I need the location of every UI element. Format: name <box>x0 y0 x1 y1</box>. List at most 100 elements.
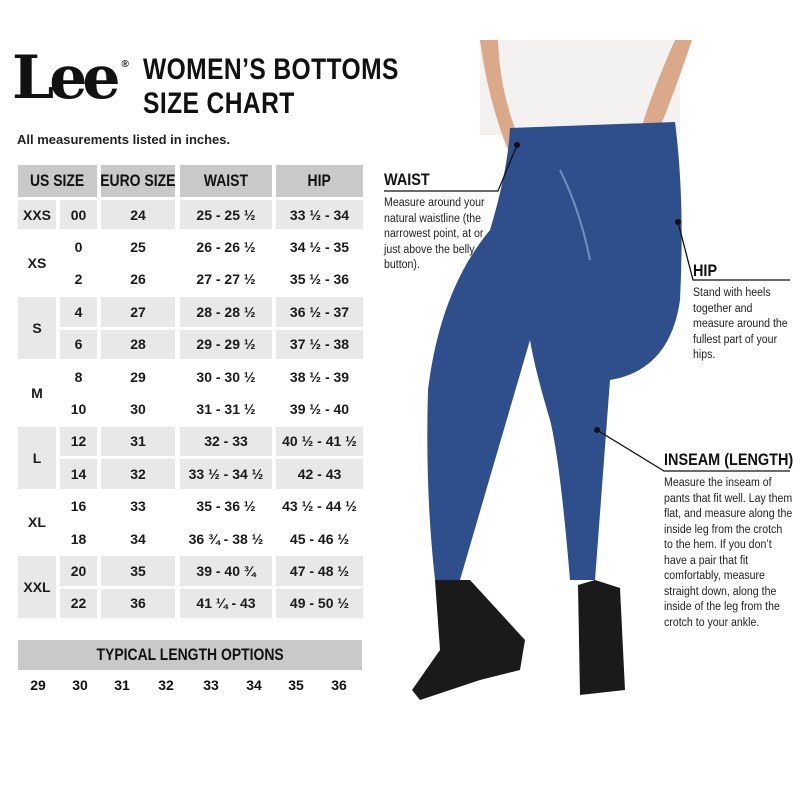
hip-cell: 39 ½ - 40 <box>289 401 350 418</box>
hip-cell: 40 ½ - 41 ½ <box>276 426 363 457</box>
us-size-cell: 00 <box>60 200 97 230</box>
hip-cell: 37 ½ - 38 <box>276 329 363 359</box>
euro-size-cell: 30 <box>130 401 146 418</box>
size-group-label: XL <box>28 514 46 531</box>
waist-cell: 28 - 28 ½ <box>180 297 272 327</box>
size-group-label: XXL <box>18 556 56 619</box>
waist-cell: 26 - 26 ½ <box>196 239 256 256</box>
waist-cell: 35 - 36 ½ <box>196 498 256 515</box>
length-options-header: TYPICAL LENGTH OPTIONS <box>18 640 362 670</box>
euro-size-cell: 35 <box>101 556 175 586</box>
size-group-label: S <box>18 297 56 359</box>
us-size-cell: 14 <box>60 459 97 489</box>
size-group-label: XXS <box>18 200 56 230</box>
waist-annotation-text: Measure around your natural waistline (t… <box>384 197 485 271</box>
inseam-pointer-dot <box>594 427 600 433</box>
hip-cell: 42 - 43 <box>276 459 363 489</box>
left-boot <box>412 580 525 700</box>
lee-logo: Lee <box>12 43 121 113</box>
size-group-label: L <box>18 426 56 489</box>
waist-cell: 32 - 33 <box>180 426 272 457</box>
column-header-label: HIP <box>307 171 332 190</box>
hip-cell: 47 - 48 ½ <box>276 556 363 586</box>
us-size-cell: 0 <box>74 239 83 256</box>
waist-cell: 25 - 25 ½ <box>180 200 272 230</box>
euro-size-cell: 36 <box>101 588 175 619</box>
column-header: WAIST <box>180 165 272 197</box>
us-size-cell: 4 <box>60 297 97 327</box>
hip-cell: 49 - 50 ½ <box>276 588 363 619</box>
length-option: 34 <box>246 677 262 693</box>
waist-cell: 41 ¼ - 43 <box>180 588 272 619</box>
size-group-label: XS <box>27 255 47 272</box>
column-header-label: EURO SIZE <box>100 171 176 190</box>
hip-pointer-dot <box>675 219 681 225</box>
length-option: 33 <box>203 677 219 693</box>
page-title-line1: WOMEN’S BOTTOMS <box>143 53 399 86</box>
length-option: 31 <box>114 677 130 693</box>
waist-cell: 29 - 29 ½ <box>180 329 272 359</box>
hip-cell: 38 ½ - 39 <box>289 368 350 385</box>
right-boot <box>578 580 625 695</box>
column-header: EURO SIZE <box>100 165 176 197</box>
registered-mark: ® <box>121 59 129 70</box>
euro-size-cell: 29 <box>130 368 146 385</box>
us-size-cell: 12 <box>60 426 97 457</box>
euro-size-cell: 31 <box>101 426 175 457</box>
length-option: 30 <box>72 677 88 693</box>
waist-cell: 33 ½ - 34 ½ <box>180 459 272 489</box>
hip-annotation-title: HIP <box>693 261 718 280</box>
waist-cell: 39 - 40 ¾ <box>180 556 272 586</box>
hip-cell: 34 ½ - 35 <box>289 239 350 256</box>
length-option: 35 <box>288 677 304 693</box>
hip-pointer-line <box>677 221 790 281</box>
column-header: US SIZE <box>18 165 97 197</box>
model-jeans-illustration <box>384 40 790 700</box>
units-note: All measurements listed in inches. <box>17 132 231 147</box>
waist-cell: 36 ¾ - 38 ½ <box>188 530 264 547</box>
us-size-cell: 20 <box>60 556 97 586</box>
left-arm <box>480 40 525 152</box>
waist-annotation-title: WAIST <box>384 170 430 189</box>
inseam-pointer-line <box>596 429 790 472</box>
euro-size-cell: 27 <box>101 297 175 327</box>
inseam-annotation-text: Measure the inseam of pants that fit wel… <box>664 477 793 629</box>
length-option: 29 <box>30 677 46 693</box>
jeans <box>427 122 682 580</box>
us-size-cell: 2 <box>74 271 83 288</box>
euro-size-cell: 34 <box>130 530 146 547</box>
euro-size-cell: 32 <box>101 459 175 489</box>
us-size-cell: 10 <box>70 401 87 418</box>
euro-size-cell: 25 <box>130 239 146 256</box>
length-options-title: TYPICAL LENGTH OPTIONS <box>96 645 284 664</box>
hip-cell: 36 ½ - 37 <box>276 297 363 327</box>
inseam-annotation-title: INSEAM (LENGTH) <box>664 450 794 469</box>
waist-cell: 30 - 30 ½ <box>196 368 256 385</box>
waist-pointer-line <box>384 144 518 192</box>
hip-annotation-text: Stand with heels together and measure ar… <box>693 287 788 361</box>
length-option: 32 <box>158 677 174 693</box>
euro-size-cell: 24 <box>101 200 175 230</box>
us-size-cell: 18 <box>70 530 87 547</box>
waist-pointer-dot <box>514 142 520 148</box>
euro-size-cell: 28 <box>101 329 175 359</box>
waist-cell: 27 - 27 ½ <box>196 271 256 288</box>
column-header-label: WAIST <box>203 171 249 190</box>
lee-logo-group: Lee ® <box>12 48 129 108</box>
page-title-line2: SIZE CHART <box>143 87 295 120</box>
waist-cell: 31 - 31 ½ <box>196 401 256 418</box>
us-size-cell: 16 <box>70 498 87 515</box>
size-group-label: M <box>31 384 43 401</box>
hip-cell: 43 ½ - 44 ½ <box>282 498 357 515</box>
jeans-fly-seam <box>559 169 591 261</box>
length-option: 36 <box>331 677 347 693</box>
column-header-label: US SIZE <box>30 171 85 190</box>
hip-cell: 33 ½ - 34 <box>276 200 363 230</box>
us-size-cell: 8 <box>74 368 83 385</box>
us-size-cell: 6 <box>60 329 97 359</box>
euro-size-cell: 26 <box>130 271 146 288</box>
column-header: HIP <box>276 165 363 197</box>
hip-cell: 45 - 46 ½ <box>289 530 350 547</box>
hip-cell: 35 ½ - 36 <box>289 271 350 288</box>
